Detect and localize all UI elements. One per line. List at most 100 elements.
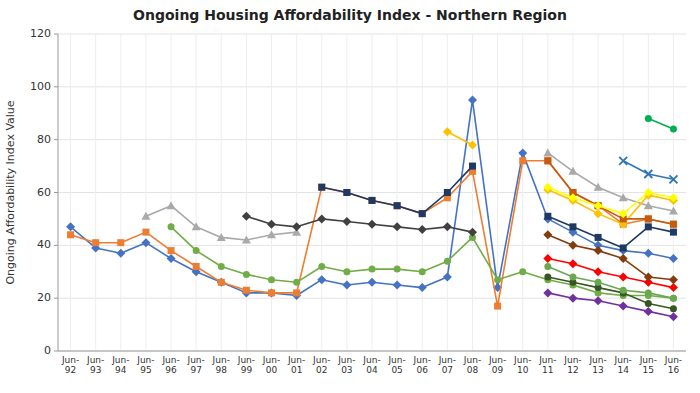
x-tick-label: Jun-12 <box>563 355 581 375</box>
point <box>568 193 577 202</box>
point <box>544 274 551 281</box>
x-grid-line <box>120 34 121 351</box>
point <box>318 263 325 270</box>
point <box>644 273 653 282</box>
title: Ongoing Housing Affordability Index - No… <box>133 7 567 23</box>
x-tick-label-line: 93 <box>90 365 101 375</box>
point <box>670 126 677 133</box>
point <box>418 225 427 234</box>
point <box>444 189 451 196</box>
x-tick-label-line: Jun- <box>438 355 456 365</box>
x-grid-line <box>422 34 423 351</box>
point <box>594 209 603 218</box>
x-tick-label-line: Jun- <box>212 355 230 365</box>
point <box>92 239 99 246</box>
grid <box>58 34 686 351</box>
line <box>548 266 674 298</box>
x-grid-line <box>372 34 373 351</box>
point <box>342 280 351 289</box>
point <box>568 241 577 250</box>
point <box>569 274 576 281</box>
point <box>543 183 552 192</box>
series <box>443 127 678 228</box>
point <box>443 273 452 282</box>
x-tick-label-line: 02 <box>316 365 327 375</box>
axes: 020406080100120Jun-92Jun-93Jun-94Jun-95J… <box>30 27 686 375</box>
x-tick-label-line: Jun- <box>588 355 606 365</box>
series <box>543 183 678 218</box>
point <box>141 212 150 220</box>
x-tick-label-line: Jun- <box>136 355 154 365</box>
line <box>447 132 673 224</box>
point <box>218 279 225 286</box>
line <box>548 161 674 224</box>
point <box>419 210 426 217</box>
series <box>544 157 677 227</box>
point <box>568 167 577 175</box>
point <box>670 295 677 302</box>
x-tick-label: Jun-93 <box>86 355 104 375</box>
point <box>669 254 678 263</box>
x-tick-label-line: 09 <box>492 365 504 375</box>
x-tick-label: Jun-02 <box>312 355 330 375</box>
line <box>322 166 674 248</box>
y-tick <box>54 351 58 352</box>
x-tick-label-line: 08 <box>467 365 479 375</box>
point <box>394 266 401 273</box>
x-tick-label-line: Jun- <box>61 355 79 365</box>
x-grid-line <box>522 34 523 351</box>
point <box>594 183 603 191</box>
point <box>468 96 477 105</box>
point <box>595 202 602 209</box>
point <box>645 215 652 222</box>
point <box>568 259 577 268</box>
y-tick-label: 80 <box>37 133 51 146</box>
point <box>117 239 124 246</box>
point <box>620 244 627 251</box>
x-tick-label-line: Jun- <box>639 355 657 365</box>
y-tick <box>54 139 58 140</box>
series <box>543 288 678 321</box>
point <box>494 276 501 283</box>
y-tick-label: 120 <box>30 27 51 40</box>
point <box>243 287 250 294</box>
point <box>268 276 275 283</box>
x-tick-label-line: 96 <box>165 365 177 375</box>
line <box>246 216 472 232</box>
y-tick-label: 60 <box>37 186 51 199</box>
x-tick-label: Jun-92 <box>61 355 79 375</box>
point <box>267 230 276 238</box>
point <box>619 302 628 311</box>
x-tick-label-line: 12 <box>567 365 578 375</box>
point <box>293 279 300 286</box>
point <box>217 278 226 287</box>
point <box>620 287 627 294</box>
x-tick-label-line: 94 <box>115 365 127 375</box>
x-tick-label-line: Jun- <box>312 355 330 365</box>
x-tick-label-line: Jun- <box>111 355 129 365</box>
point <box>595 279 602 286</box>
x-tick-label-line: 00 <box>266 365 278 375</box>
x-tick-label: Jun-14 <box>614 355 632 375</box>
x-tick-label: Jun-99 <box>237 355 255 375</box>
point <box>167 201 176 209</box>
point <box>444 258 451 265</box>
series <box>619 157 677 183</box>
point <box>218 263 225 270</box>
x-tick-label: Jun-04 <box>362 355 380 375</box>
x-tick-label: Jun-09 <box>488 355 506 375</box>
y-tick-label: 40 <box>37 238 51 251</box>
x-grid-line <box>472 34 473 351</box>
x-grid-line <box>70 34 71 351</box>
point <box>168 247 175 254</box>
x-grid-line <box>397 34 398 351</box>
x-tick-label-line: Jun- <box>387 355 405 365</box>
point <box>394 202 401 209</box>
x-tick-label-line: 92 <box>65 365 76 375</box>
point <box>342 217 351 226</box>
line <box>71 100 674 295</box>
point <box>594 296 603 305</box>
y-grid-line <box>58 351 686 352</box>
x-tick-label: Jun-13 <box>588 355 606 375</box>
x-tick-label-line: 01 <box>291 365 302 375</box>
